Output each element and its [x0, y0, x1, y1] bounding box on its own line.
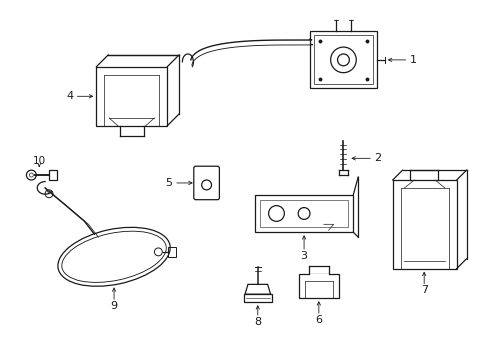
- Text: 5: 5: [165, 178, 172, 188]
- Text: 1: 1: [409, 55, 416, 65]
- Bar: [168, 247, 176, 257]
- Bar: [244, 294, 271, 302]
- Text: 9: 9: [110, 301, 118, 311]
- Text: 4: 4: [66, 91, 73, 101]
- Bar: [313, 35, 372, 85]
- Bar: [254, 195, 352, 232]
- Bar: [392, 180, 456, 269]
- Text: 8: 8: [254, 317, 261, 327]
- Bar: [299, 274, 338, 298]
- Text: 7: 7: [420, 285, 427, 295]
- Bar: [309, 31, 376, 89]
- Text: 2: 2: [374, 153, 381, 163]
- Bar: [308, 274, 328, 278]
- Text: 10: 10: [33, 156, 46, 166]
- Bar: [49, 170, 57, 180]
- Text: 6: 6: [315, 315, 322, 325]
- Bar: [259, 200, 347, 227]
- Text: 3: 3: [300, 251, 307, 261]
- Bar: [96, 67, 167, 126]
